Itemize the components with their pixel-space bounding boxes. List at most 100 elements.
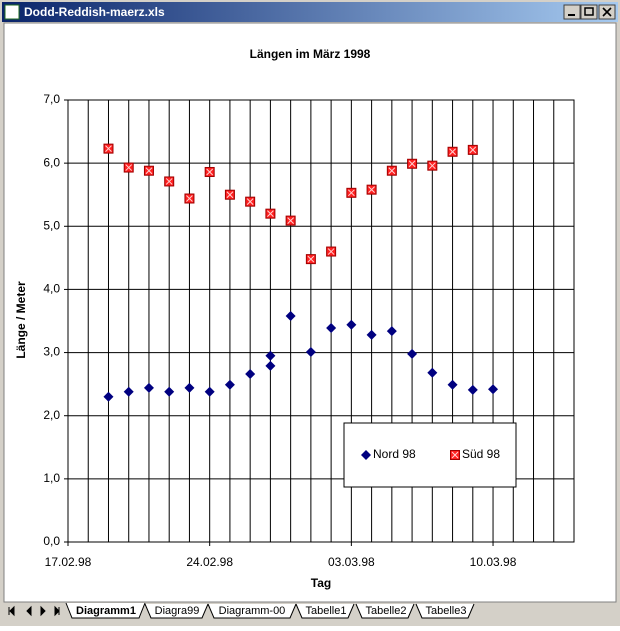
- tab-label[interactable]: Diagra99: [155, 605, 200, 617]
- marker-diamond: [305, 346, 316, 357]
- marker-square-cross: [327, 248, 335, 255]
- marker-square: [366, 184, 377, 195]
- tab[interactable]: [415, 603, 475, 619]
- tab-label[interactable]: Diagramm1: [76, 605, 136, 617]
- marker-diamond: [447, 379, 458, 390]
- marker-square-cross: [388, 167, 396, 175]
- marker-square: [305, 254, 316, 265]
- window-title: Dodd-Reddish-maerz.xls: [24, 5, 165, 19]
- marker-diamond: [386, 326, 397, 337]
- y-tick-label: 6,0: [43, 155, 60, 169]
- tab-label[interactable]: Tabelle3: [426, 605, 467, 617]
- marker-square: [326, 246, 337, 257]
- tab-label[interactable]: Diagramm-00: [219, 605, 286, 617]
- tab[interactable]: [207, 603, 297, 619]
- marker-square-cross: [246, 198, 254, 206]
- marker-square-cross: [186, 195, 193, 202]
- x-tick-label: 03.03.98: [328, 555, 375, 569]
- plot: 0,0 1,0 2,0 3,0 4,0 5,0 6,0 7,0 17.02.98 24.02.98…: [43, 92, 575, 569]
- marker-square: [164, 176, 175, 187]
- window-buttons[interactable]: [563, 4, 616, 20]
- marker-square-cross: [267, 210, 274, 218]
- marker-diamond: [224, 379, 235, 390]
- marker-square-cross: [287, 217, 294, 224]
- marker-diamond: [407, 348, 418, 359]
- marker-diamond: [488, 384, 499, 395]
- marker-square-cross: [125, 164, 133, 171]
- marker-square: [407, 158, 418, 169]
- x-tick-label: 24.02.98: [186, 555, 233, 569]
- y-tick-label: 1,0: [43, 471, 60, 485]
- marker-diamond: [184, 382, 195, 393]
- plot-border: [67, 99, 575, 543]
- marker-diamond: [103, 391, 114, 402]
- y-tick-label: 0,0: [43, 534, 60, 548]
- tab-active[interactable]: [65, 602, 146, 619]
- marker-square: [143, 165, 154, 176]
- marker-diamond: [265, 350, 276, 361]
- tab[interactable]: [295, 603, 355, 619]
- marker-square-cross: [307, 255, 315, 263]
- marker-diamond: [164, 386, 175, 397]
- marker-square: [467, 144, 478, 155]
- marker-square: [285, 215, 296, 226]
- marker-square-cross: [449, 148, 456, 156]
- marker-diamond: [245, 369, 256, 380]
- marker-diamond: [204, 386, 215, 397]
- legend-marker: [361, 450, 371, 460]
- close-icon: [602, 7, 612, 17]
- marker-square-cross: [348, 189, 355, 197]
- marker-diamond: [366, 329, 377, 340]
- app-icon: [4, 4, 20, 20]
- marker-square-cross: [469, 146, 477, 154]
- marker-square-cross: [368, 186, 375, 194]
- marker-square-cross: [408, 160, 416, 168]
- marker-square: [184, 193, 195, 204]
- marker-diamond: [285, 310, 296, 321]
- marker-diamond: [467, 384, 478, 395]
- sheet-tab-bar: Diagramm1 Diagra99 Diagramm-00 Tabelle1 …: [2, 602, 618, 622]
- marker-diamond: [427, 367, 438, 378]
- x-tick-label: 17.02.98: [45, 555, 92, 569]
- marker-square: [427, 160, 438, 171]
- y-tick-label: 7,0: [43, 92, 60, 106]
- marker-square-cross: [145, 167, 153, 175]
- tab-nav-buttons[interactable]: [8, 605, 60, 617]
- marker-square: [204, 166, 215, 177]
- tab[interactable]: [355, 603, 415, 619]
- x-axis-label: Tag: [311, 576, 331, 590]
- title-bar: [2, 2, 618, 22]
- marker-square-cross: [165, 178, 173, 185]
- marker-square-cross: [105, 145, 112, 152]
- x-tick-label: 10.03.98: [470, 555, 517, 569]
- y-tick-label: 2,0: [43, 408, 60, 422]
- minimize-button[interactable]: [563, 4, 581, 20]
- marker-square: [265, 208, 276, 219]
- marker-diamond: [346, 319, 357, 330]
- tab-label[interactable]: Tabelle1: [306, 605, 347, 617]
- maximize-icon: [584, 7, 594, 16]
- marker-square: [447, 146, 458, 157]
- marker-square-cross: [428, 162, 436, 170]
- chart-area: [3, 22, 617, 603]
- marker-square: [224, 189, 235, 200]
- y-tick-label: 4,0: [43, 282, 60, 296]
- marker-diamond: [123, 386, 134, 397]
- maximize-button[interactable]: [580, 4, 598, 20]
- marker-diamond: [143, 382, 154, 393]
- legend-marker: [450, 450, 460, 460]
- marker-square: [245, 196, 256, 207]
- legend-label: Nord 98: [373, 447, 416, 461]
- y-tick-label: 3,0: [43, 345, 60, 359]
- legend-label: Süd 98: [462, 447, 500, 461]
- chart-title: Längen im März 1998: [250, 47, 371, 61]
- legend-box: [343, 422, 517, 488]
- marker-square-cross: [206, 168, 214, 176]
- tab-label[interactable]: Tabelle2: [366, 605, 407, 617]
- marker-square: [346, 187, 357, 198]
- marker-square-cross: [226, 191, 234, 199]
- marker-square: [386, 165, 397, 176]
- tab[interactable]: [144, 603, 209, 619]
- marker-square: [103, 143, 114, 154]
